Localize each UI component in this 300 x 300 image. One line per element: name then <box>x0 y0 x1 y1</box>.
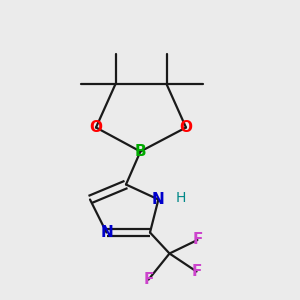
Text: F: F <box>143 272 154 287</box>
Text: F: F <box>191 264 202 279</box>
Text: F: F <box>192 232 203 247</box>
Text: O: O <box>179 120 193 135</box>
Text: N: N <box>100 225 113 240</box>
Text: H: H <box>176 191 186 205</box>
Text: N: N <box>152 192 165 207</box>
Text: O: O <box>89 120 103 135</box>
Text: B: B <box>135 144 146 159</box>
